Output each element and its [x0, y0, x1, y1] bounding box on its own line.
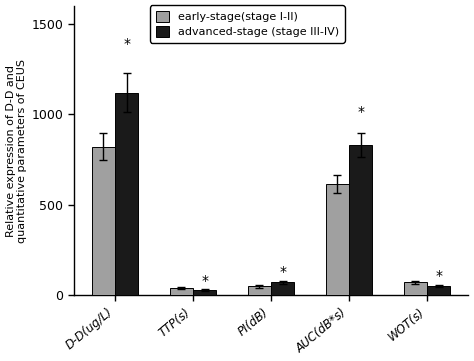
Y-axis label: Relative expression of D-D and
quantitative parameters of CEUS: Relative expression of D-D and quantitat…	[6, 58, 27, 243]
Bar	[271, 282, 294, 295]
Bar	[349, 145, 373, 295]
Text: *: *	[123, 37, 130, 51]
Bar	[404, 282, 427, 295]
Bar	[326, 184, 349, 295]
Bar	[247, 286, 271, 295]
Text: *: *	[435, 269, 442, 283]
Bar	[193, 290, 217, 295]
Bar	[427, 286, 450, 295]
Bar	[91, 147, 115, 295]
Bar	[170, 288, 193, 295]
Legend: early-stage(stage I-II), advanced-stage (stage III-IV): early-stage(stage I-II), advanced-stage …	[150, 5, 345, 43]
Text: *: *	[279, 265, 286, 279]
Bar	[115, 92, 138, 295]
Text: *: *	[201, 274, 208, 288]
Text: *: *	[357, 105, 364, 119]
